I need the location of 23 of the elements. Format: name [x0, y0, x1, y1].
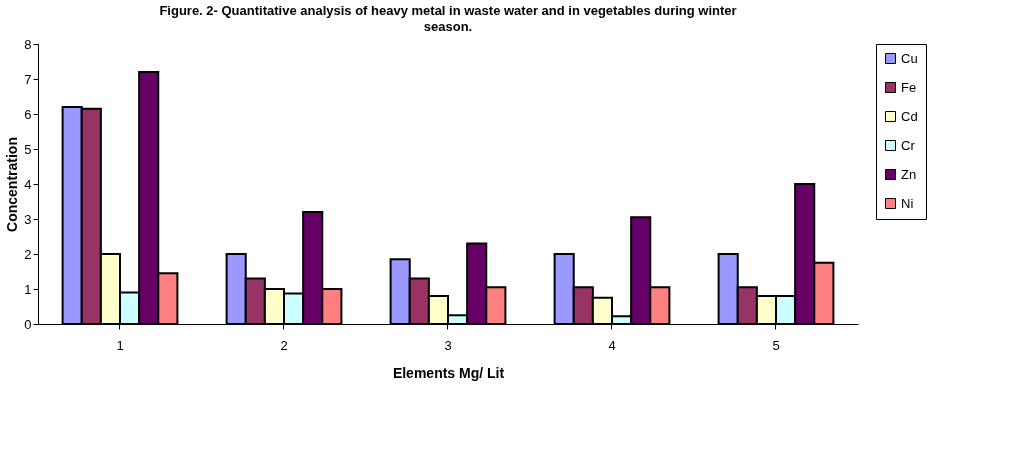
- x-tick-label: 2: [280, 337, 288, 353]
- y-tick-label: 1: [24, 281, 32, 297]
- x-tick-label: 1: [116, 337, 124, 353]
- legend-label: Cd: [901, 108, 918, 124]
- x-tick-label: 4: [608, 337, 616, 353]
- y-tick-label: 2: [24, 246, 32, 262]
- y-tick-label: 5: [24, 141, 32, 157]
- y-tick-label: 8: [24, 36, 32, 52]
- legend-label: Cu: [901, 50, 918, 66]
- y-tick-label: 3: [24, 211, 32, 227]
- y-axis-title: Concentration: [4, 137, 21, 232]
- y-tick-label: 0: [24, 316, 32, 332]
- legend-label: Cr: [901, 137, 916, 153]
- x-tick-label: 5: [772, 337, 780, 353]
- x-tick-label: 3: [444, 337, 452, 353]
- chart-title: Figure. 2- Quantitative analysis of heavy metal in waste water and in vegetables during winter season.: [159, 3, 737, 34]
- x-axis-title: Elements Mg/ Lit: [392, 364, 505, 381]
- legend-label: Ni: [901, 195, 914, 211]
- legend-label: Fe: [901, 79, 917, 95]
- y-tick-label: 4: [24, 176, 32, 192]
- y-tick-label: 7: [24, 71, 32, 87]
- legend-label: Zn: [901, 166, 917, 182]
- y-tick-label: 6: [24, 106, 32, 122]
